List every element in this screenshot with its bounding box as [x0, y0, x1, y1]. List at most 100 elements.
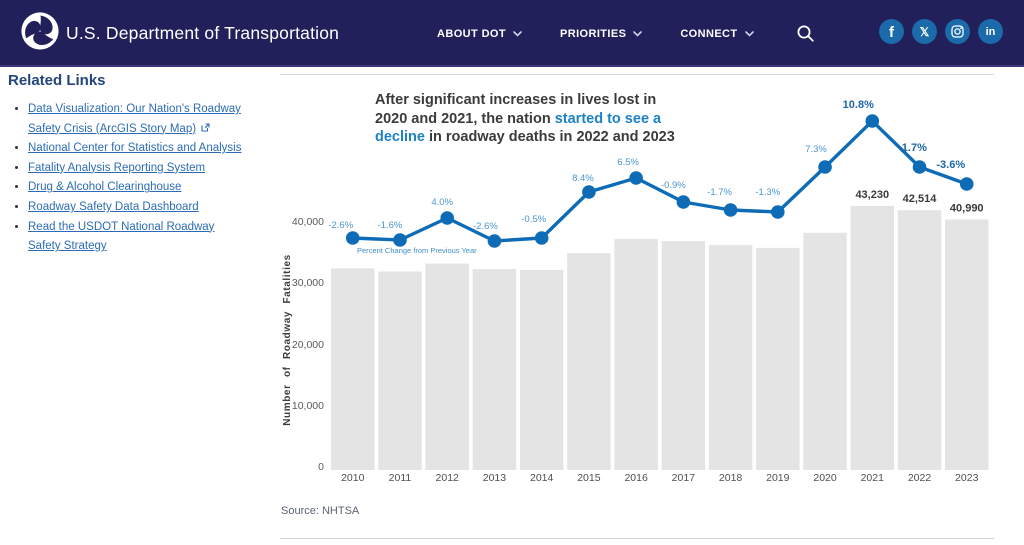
x-tick-label: 2023 [955, 472, 979, 484]
linkedin-icon[interactable]: in [978, 19, 1003, 44]
line-point-2023 [959, 177, 974, 191]
bar-2018 [708, 244, 753, 470]
facebook-icon[interactable]: f [879, 19, 904, 44]
chevron-down-icon [633, 30, 643, 37]
y-tick-label: 0 [318, 461, 324, 473]
top-divider [280, 74, 994, 75]
nav-item-priorities[interactable]: PRIORITIES [559, 27, 643, 40]
line-point-2012 [440, 211, 455, 225]
chart-title: After significant increases in lives los… [375, 91, 795, 147]
related-link[interactable]: Fatality Analysis Reporting System [28, 161, 206, 174]
chart-title-line: decline in roadway deaths in 2022 and 20… [375, 129, 675, 145]
related-link[interactable]: National Center for Statistics and Analy… [28, 142, 242, 155]
y-tick-label: 20,000 [292, 339, 324, 351]
x-tick-label: 2011 [389, 472, 412, 484]
chart-title-line: 2020 and 2021, the nation started to see… [375, 110, 662, 127]
percent-change-label: -3.6% [936, 159, 965, 171]
site-title: U.S. Department of Transportation [66, 23, 340, 43]
bar-2015 [567, 253, 611, 470]
bar-2012 [425, 263, 469, 470]
instagram-icon[interactable] [945, 19, 970, 44]
x-tick-label: 2019 [766, 472, 790, 484]
x-tick-label: 2016 [624, 472, 648, 484]
y-tick-label: 10,000 [292, 400, 324, 412]
x-tick-label: 2021 [861, 472, 885, 484]
x-tick-label: 2022 [908, 472, 932, 484]
bar-2010 [331, 268, 375, 470]
line-point-2018 [723, 203, 738, 217]
x-tick-label: 2017 [672, 472, 696, 484]
percent-change-label: -1.3% [755, 187, 780, 198]
list-item: National Center for Statistics and Analy… [28, 139, 246, 159]
line-point-2019 [771, 205, 785, 219]
site-header: U.S. Department of Transportation ABOUT … [0, 0, 1024, 67]
x-tick-label: 2020 [813, 472, 837, 484]
x-tick-label: 2010 [341, 472, 365, 484]
line-point-2010 [345, 231, 360, 245]
line-point-2021 [865, 114, 880, 128]
percent-change-label: -1.6% [378, 220, 403, 231]
main-nav: ABOUT DOT PRIORITIES CONNECT [437, 0, 754, 67]
bar-2011 [378, 271, 422, 470]
line-point-2022 [912, 160, 927, 174]
percent-change-label: -1.7% [707, 187, 732, 198]
bar-2020 [803, 232, 847, 470]
related-link[interactable]: Read the USDOT National Roadway Safety S… [28, 220, 215, 253]
line-point-2017 [676, 195, 691, 209]
chevron-down-icon [744, 30, 754, 37]
list-item: Roadway Safety Data Dashboard [28, 198, 246, 218]
percent-change-label: 10.8% [843, 99, 874, 111]
list-item: Drug & Alcohol Clearinghouse [28, 178, 246, 198]
nav-item-connect[interactable]: CONNECT [680, 27, 754, 40]
line-point-2013 [487, 234, 502, 248]
percent-change-label: 6.5% [617, 157, 639, 168]
x-tick-label: 2013 [483, 472, 507, 484]
external-link-icon [201, 120, 210, 140]
list-item: Data Visualization: Our Nation's Roadway… [28, 100, 246, 139]
related-links-panel: Related Links Data Visualization: Our Na… [8, 72, 258, 257]
line-point-2015 [582, 185, 596, 199]
related-link[interactable]: Roadway Safety Data Dashboard [28, 200, 199, 213]
percent-change-label: -1.7% [898, 142, 927, 154]
nav-item-about-dot[interactable]: ABOUT DOT [437, 28, 522, 40]
fatalities-chart: Number of Roadway Fatalities 40,000 30,000… [282, 99, 989, 484]
bar-value-label: 42,514 [903, 193, 938, 205]
x-tick-label: 2015 [577, 472, 601, 484]
nav-item-label: ABOUT DOT [437, 27, 506, 40]
search-icon[interactable] [796, 24, 816, 44]
bar-2021 [850, 205, 895, 471]
percent-change-label: -0.5% [521, 214, 546, 225]
x-icon[interactable]: 𝕏 [912, 19, 937, 44]
percent-change-label: -2.6% [328, 220, 353, 231]
bar-value-label: 43,230 [855, 189, 889, 201]
nav-item-label: CONNECT [680, 27, 738, 40]
nav-item-label: PRIORITIES [559, 27, 627, 40]
chart-source: Source: NHTSA [281, 505, 360, 517]
bar-2014 [519, 269, 564, 470]
y-tick-label: 40,000 [292, 216, 324, 228]
line-point-2014 [534, 231, 549, 245]
chevron-down-icon [513, 30, 522, 37]
list-item: Read the USDOT National Roadway Safety S… [28, 218, 246, 257]
percent-change-label: -0.9% [661, 180, 686, 191]
bar-2022 [897, 210, 942, 471]
line-point-2016 [629, 171, 643, 185]
bar-2017 [661, 241, 706, 470]
x-tick-label: 2018 [719, 472, 743, 484]
percent-change-line [351, 119, 969, 243]
related-link[interactable]: Data Visualization: Our Nation's Roadway… [28, 103, 241, 135]
percent-change-label: 4.0% [431, 197, 453, 208]
line-point-2011 [393, 233, 407, 247]
line-series-caption: Percent Change from Previous Year [357, 246, 477, 255]
x-tick-label: 2012 [436, 472, 460, 484]
related-link[interactable]: Drug & Alcohol Clearinghouse [28, 181, 182, 194]
bar-2023 [944, 219, 989, 470]
related-links-heading: Related Links [8, 72, 106, 89]
y-tick-label: 30,000 [292, 277, 324, 289]
bar-2016 [614, 239, 658, 470]
bar-value-label: 40,990 [950, 203, 984, 215]
usdot-logo-icon[interactable] [20, 11, 60, 51]
list-item: Fatality Analysis Reporting System [28, 159, 246, 179]
